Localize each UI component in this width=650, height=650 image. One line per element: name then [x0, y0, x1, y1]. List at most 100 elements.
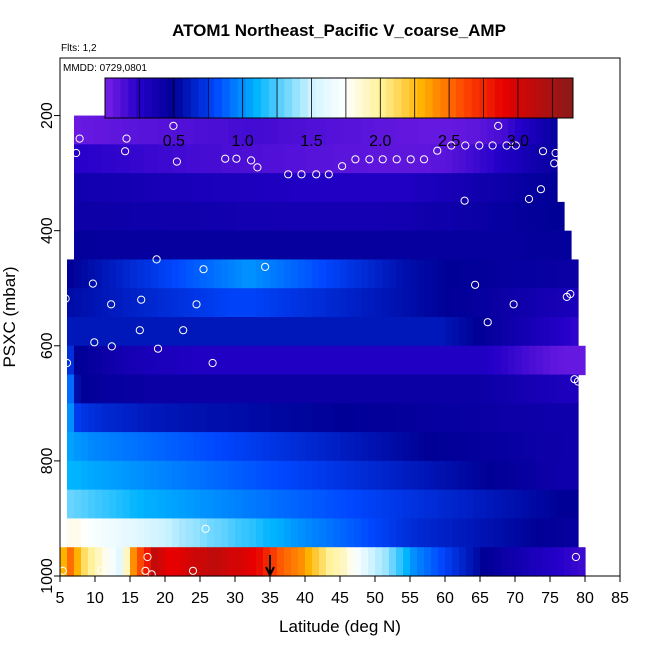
heatmap-cell: [165, 259, 173, 289]
heatmap-cell: [235, 317, 243, 347]
heatmap-cell: [81, 288, 89, 318]
heatmap-cell: [396, 230, 404, 261]
heatmap-cell: [564, 288, 572, 318]
heatmap-cell: [550, 201, 558, 232]
heatmap-cell: [60, 547, 68, 577]
heatmap-cell: [445, 547, 453, 577]
heatmap-cell: [522, 460, 530, 491]
colorbar-segment: [120, 78, 129, 118]
heatmap-cell: [116, 173, 124, 203]
colorbar-segment: [206, 78, 215, 118]
heatmap-cell: [81, 259, 89, 289]
heatmap-cell: [354, 144, 362, 174]
heatmap-cell: [536, 173, 544, 203]
heatmap-cell: [480, 201, 488, 232]
heatmap-cell: [298, 144, 306, 174]
heatmap-cell: [508, 230, 516, 261]
heatmap-cell: [466, 518, 474, 548]
colorbar-segment: [144, 78, 153, 118]
heatmap-cell: [403, 374, 411, 404]
heatmap-cell: [424, 345, 432, 376]
heatmap-cell: [438, 115, 446, 145]
heatmap-cell: [151, 489, 159, 520]
heatmap-cell: [508, 374, 516, 404]
heatmap-cell: [298, 201, 306, 232]
colorbar-segment: [315, 78, 324, 118]
colorbar-segment: [487, 78, 496, 118]
heatmap-cell: [263, 201, 271, 232]
heatmap-cell: [235, 489, 243, 520]
heatmap-cell: [130, 201, 138, 232]
heatmap-cell: [536, 432, 544, 462]
heatmap-cell: [326, 489, 334, 520]
heatmap-cell: [165, 173, 173, 203]
heatmap-cell: [375, 374, 383, 404]
heatmap-cell: [242, 201, 250, 232]
heatmap-cell: [249, 432, 257, 462]
heatmap-cell: [214, 374, 222, 404]
heatmap-cell: [487, 460, 495, 491]
heatmap-cell: [242, 518, 250, 548]
heatmap-cell: [74, 144, 82, 174]
heatmap-cell: [319, 518, 327, 548]
sample-point: [152, 255, 161, 264]
heatmap-cell: [326, 547, 334, 577]
heatmap-cell: [116, 345, 124, 376]
sample-point: [447, 141, 456, 150]
heatmap-cell: [459, 489, 467, 520]
heatmap-cell: [536, 345, 544, 376]
heatmap-cell: [242, 345, 250, 376]
heatmap-cell: [445, 201, 453, 232]
sample-point: [188, 566, 198, 575]
heatmap-cell: [445, 432, 453, 462]
heatmap-cell: [368, 173, 376, 203]
heatmap-cell: [536, 460, 544, 491]
heatmap-cell: [277, 144, 285, 174]
heatmap-cell: [396, 259, 404, 289]
heatmap-cell: [81, 547, 89, 577]
heatmap-cell: [158, 144, 166, 174]
heatmap-cell: [179, 518, 187, 548]
heatmap-cell: [494, 518, 502, 548]
heatmap-cell: [67, 489, 75, 520]
heatmap-cell: [130, 547, 138, 577]
heatmap-cell: [382, 288, 390, 318]
heatmap-cell: [186, 288, 194, 318]
heatmap-cell: [522, 201, 530, 232]
heatmap-cell: [473, 345, 481, 376]
heatmap-cell: [284, 173, 292, 203]
colorbar-segment: [331, 78, 340, 118]
sample-point: [122, 134, 131, 143]
heatmap-cell: [424, 460, 432, 491]
heatmap-cell: [494, 432, 502, 462]
heatmap-cell: [256, 374, 264, 404]
heatmap-cell: [354, 374, 362, 404]
heatmap-cell: [515, 403, 523, 433]
heatmap-cell: [235, 230, 243, 261]
heatmap-cell: [298, 460, 306, 491]
heatmap-cell: [494, 547, 502, 577]
heatmap-cell: [256, 201, 264, 232]
heatmap-cell: [368, 374, 376, 404]
colorbar-segment: [518, 78, 527, 118]
heatmap-cell: [319, 115, 327, 145]
heatmap-cell: [480, 288, 488, 318]
heatmap-cell: [249, 259, 257, 289]
heatmap-cell: [452, 345, 460, 376]
heatmap-cell: [298, 432, 306, 462]
sample-point: [351, 155, 360, 164]
heatmap-cell: [109, 317, 117, 347]
heatmap-cell: [116, 259, 124, 289]
heatmap-cell: [88, 432, 96, 462]
heatmap-cell: [571, 403, 579, 433]
heatmap-cell: [501, 460, 509, 491]
heatmap-cell: [130, 518, 138, 548]
heatmap-cell: [312, 403, 320, 433]
heatmap-cell: [319, 230, 327, 261]
heatmap-cell: [522, 144, 530, 174]
heatmap-cell: [375, 432, 383, 462]
x-tick-label: 35: [261, 590, 279, 607]
heatmap-cell: [361, 518, 369, 548]
heatmap-cell: [123, 201, 131, 232]
